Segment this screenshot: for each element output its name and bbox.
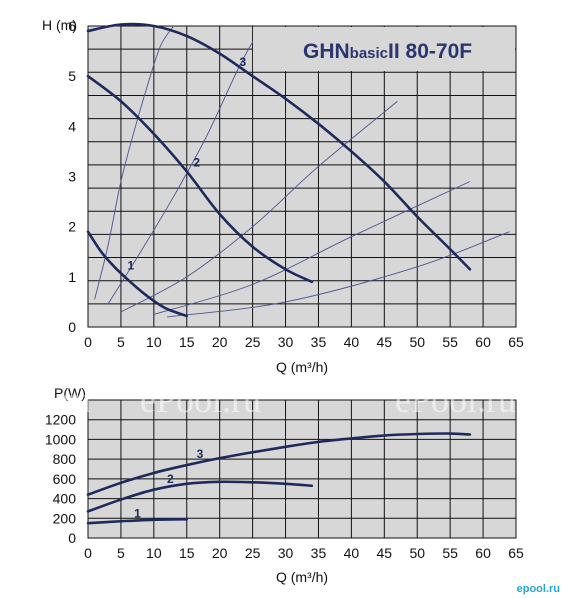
x-tick-label: 5	[117, 334, 125, 350]
x-tick-label: 40	[344, 334, 360, 350]
x-tick-label: 30	[278, 334, 294, 350]
system-curve	[120, 100, 398, 313]
series-line-1	[86, 230, 189, 318]
y-tick-label: 200	[53, 510, 77, 526]
x-tick-label: 55	[442, 334, 458, 350]
y-tick-label: 3	[68, 169, 76, 185]
x-tick-label: 20	[212, 545, 228, 561]
head-series: 1 2 3	[86, 22, 472, 318]
power-ticks: 0 5 10 15 20 25 30 35 40 45 50 55 60 65 0 200 400 600 800 1…	[45, 412, 524, 561]
power-x-axis-label: Q (m³/h)	[276, 569, 328, 585]
chart-title: GHNbasicII 80-70F	[303, 40, 472, 63]
watermark-text: ePool.ru	[0, 380, 91, 420]
x-tick-label: 20	[212, 334, 228, 350]
power-grid	[87, 399, 517, 539]
x-tick-label: 0	[84, 545, 92, 561]
x-tick-label: 5	[117, 545, 125, 561]
y-tick-label: 1	[68, 269, 76, 285]
series-label-2: 2	[193, 155, 200, 169]
y-tick-label: 1000	[45, 431, 76, 447]
x-tick-label: 25	[245, 334, 261, 350]
x-tick-label: 60	[475, 545, 491, 561]
x-tick-label: 50	[409, 545, 425, 561]
power-y-axis-label: P(W)	[54, 385, 86, 401]
series-line-1	[86, 517, 189, 525]
x-tick-label: 30	[278, 545, 294, 561]
x-tick-label: 15	[179, 334, 195, 350]
watermark-layer: ePool.ru ePool.ru ePool.ru	[0, 380, 516, 420]
series-line-2	[86, 74, 314, 284]
x-tick-label: 65	[508, 334, 524, 350]
system-curve	[94, 25, 174, 300]
x-tick-label: 45	[377, 334, 393, 350]
y-tick-label: 1200	[45, 412, 76, 428]
y-tick-label: 4	[68, 118, 76, 134]
x-tick-label: 35	[311, 334, 327, 350]
x-tick-label: 45	[377, 545, 393, 561]
power-plot-area	[87, 399, 517, 539]
power-chart: 1 2 3 0 5 10 15 20 25 30 35 40 45 50 55 60 65 0 200 400 600…	[45, 385, 524, 585]
x-tick-label: 60	[475, 334, 491, 350]
y-tick-label: 5	[68, 68, 76, 84]
brand-logo: epool.ru	[517, 583, 560, 595]
y-tick-label: 6	[68, 18, 76, 34]
x-tick-label: 15	[179, 545, 195, 561]
x-tick-label: 10	[146, 334, 162, 350]
y-tick-label: 2	[68, 219, 76, 235]
y-tick-label: 600	[53, 471, 77, 487]
system-curves	[94, 25, 510, 318]
head-x-axis-label: Q (m³/h)	[276, 359, 328, 375]
head-y-axis-label: H (m)	[42, 17, 77, 33]
x-tick-label: 10	[146, 545, 162, 561]
series-label-3: 3	[197, 447, 204, 461]
series-label-2: 2	[167, 472, 174, 486]
watermark-text: ePool.ru	[140, 380, 261, 420]
x-tick-label: 25	[245, 545, 261, 561]
series-line-2	[86, 480, 314, 513]
x-tick-label: 0	[84, 334, 92, 350]
x-tick-label: 65	[508, 545, 524, 561]
x-tick-label: 50	[409, 334, 425, 350]
series-line-3	[86, 22, 472, 271]
series-label-1: 1	[128, 258, 135, 272]
x-tick-label: 55	[442, 545, 458, 561]
x-tick-label: 40	[344, 545, 360, 561]
y-tick-label: 400	[53, 491, 77, 507]
power-series: 1 2 3	[86, 432, 472, 525]
watermark-text: ePool.ru	[395, 380, 516, 420]
system-curve	[107, 30, 260, 305]
title-box	[253, 27, 515, 71]
y-tick-label: 0	[68, 319, 76, 335]
x-tick-label: 35	[311, 545, 327, 561]
y-tick-label: 800	[53, 451, 77, 467]
series-label-3: 3	[239, 55, 246, 69]
series-label-1: 1	[134, 506, 141, 520]
system-curve	[153, 181, 471, 315]
system-curve	[166, 231, 510, 318]
series-line-3	[86, 432, 472, 496]
y-tick-label: 0	[68, 530, 76, 546]
